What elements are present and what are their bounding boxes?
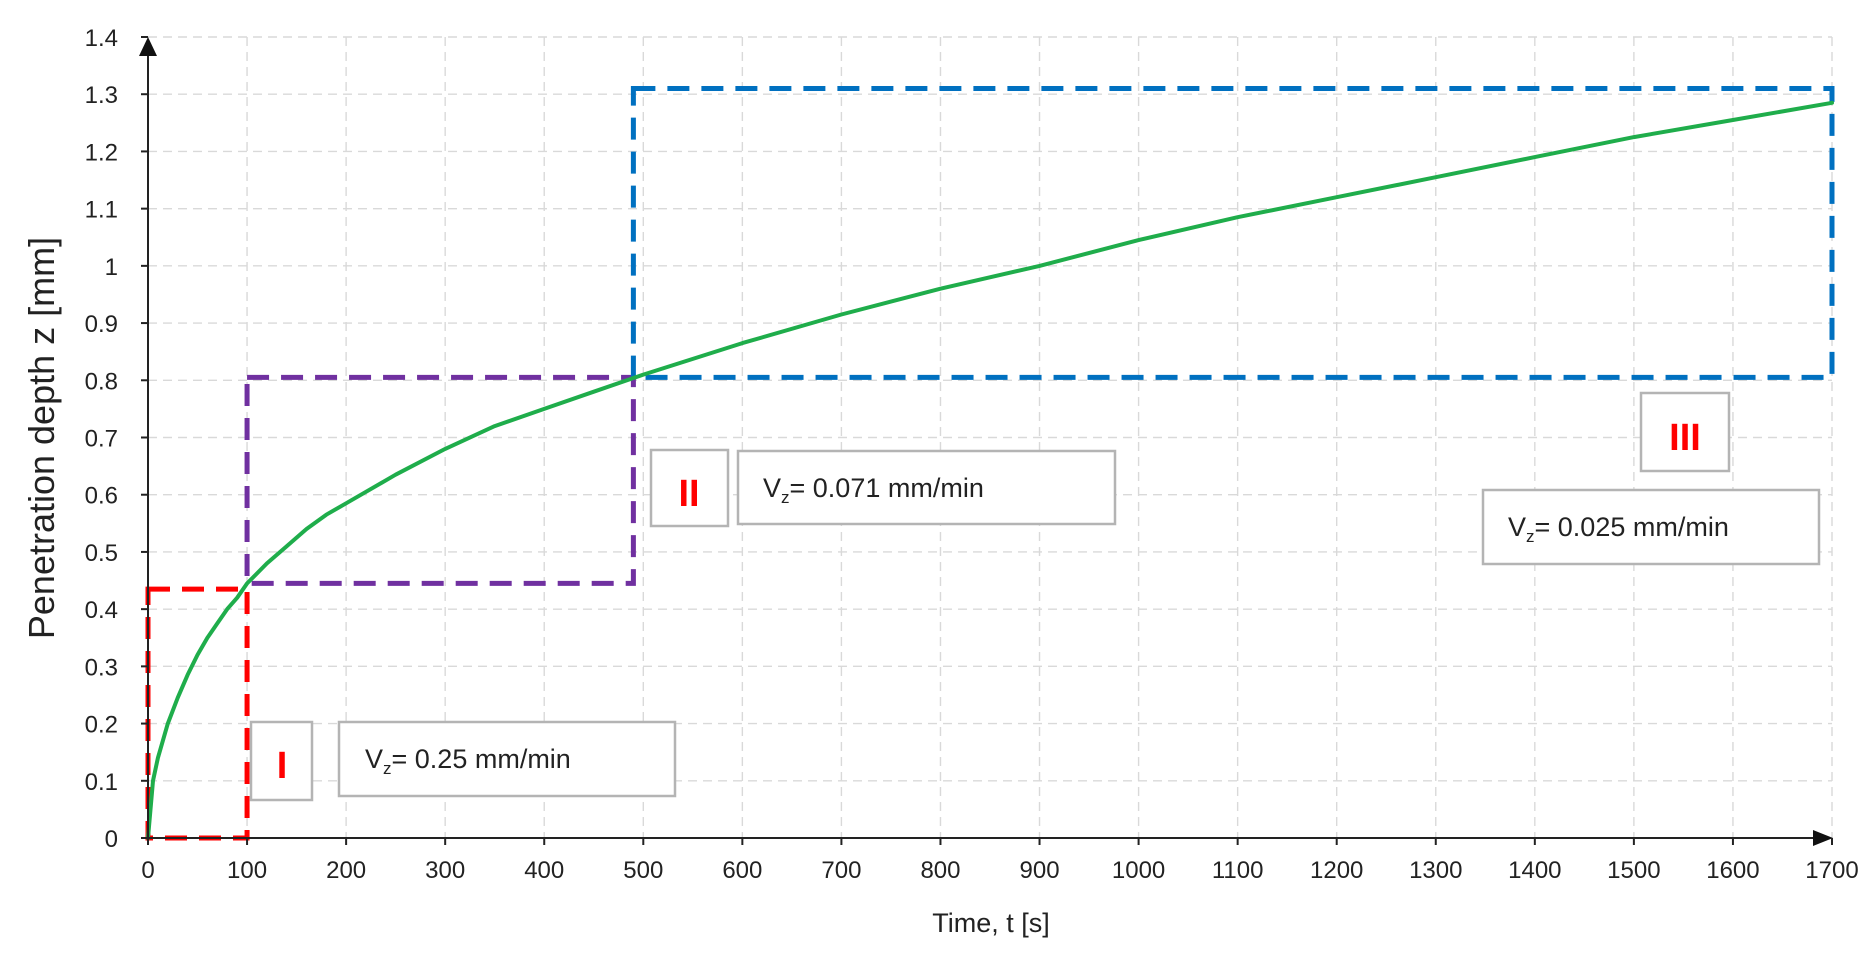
region-box-II <box>244 374 636 586</box>
x-tick-label: 1500 <box>1607 857 1660 884</box>
region-box-III <box>630 85 1835 380</box>
x-tick-label: 900 <box>1020 857 1060 884</box>
y-tick-label: 0.2 <box>85 712 118 739</box>
x-tick-label: 1400 <box>1508 857 1561 884</box>
x-tick-label: 1100 <box>1212 857 1264 884</box>
roman-label-II: II <box>678 473 699 515</box>
y-tick-label: 0.4 <box>85 597 118 624</box>
velocity-label-II: Vz= 0.071 mm/min <box>763 473 984 507</box>
x-tick-label: 200 <box>326 857 366 884</box>
y-axis-title: Penetration depth z [mm] <box>21 237 62 639</box>
axes <box>139 37 1833 846</box>
region-label-III: III <box>1639 391 1731 473</box>
series-line-penetration-depth <box>146 100 1834 840</box>
roman-label-III: III <box>1669 417 1701 459</box>
velocity-box-III: Vz= 0.025 mm/min <box>1481 488 1821 566</box>
x-tick-label: 100 <box>227 857 267 884</box>
y-tick-label: 0 <box>105 826 118 853</box>
x-tick-label: 400 <box>524 857 564 884</box>
series <box>146 100 1834 840</box>
roman-label-I: I <box>277 745 288 787</box>
x-axis-arrow <box>1813 830 1833 846</box>
y-axis-arrow <box>139 37 157 56</box>
y-tick-label: 1 <box>105 254 118 281</box>
y-tick-label: 1.3 <box>85 82 118 109</box>
region-label-I: I <box>249 720 314 802</box>
y-tick-label: 1.4 <box>85 25 118 52</box>
y-tick-label: 0.6 <box>85 483 118 510</box>
region-box-I <box>145 586 250 841</box>
x-tick-label: 700 <box>821 857 861 884</box>
x-tick-label: 500 <box>623 857 663 884</box>
ticks: 0 100 200 300 400 500 600 700 800 900 1000 1100 1200… <box>85 25 1859 884</box>
velocity-box-I: Vz= 0.25 mm/min <box>337 720 677 798</box>
x-tick-label: 300 <box>425 857 465 884</box>
y-tick-label: 1.2 <box>85 139 118 166</box>
grid <box>148 36 1833 838</box>
x-tick-label: 1300 <box>1409 857 1462 884</box>
region-label-II: II <box>649 448 730 528</box>
x-tick-label: 800 <box>920 857 960 884</box>
x-tick-label: 600 <box>722 857 762 884</box>
x-tick-label: 1600 <box>1706 857 1759 884</box>
y-tick-label: 0.3 <box>85 654 118 681</box>
x-tick-label: 1000 <box>1112 857 1165 884</box>
regions <box>145 85 1835 841</box>
velocity-label-III: Vz= 0.025 mm/min <box>1508 512 1729 546</box>
y-tick-label: 0.7 <box>85 426 118 453</box>
velocity-label-I: Vz= 0.25 mm/min <box>365 744 571 778</box>
y-tick-label: 0.9 <box>85 311 118 338</box>
y-tick-label: 1.1 <box>85 197 118 224</box>
y-tick-label: 0.5 <box>85 540 118 567</box>
x-axis-title: Time, t [s] <box>932 908 1050 938</box>
x-tick-label: 1700 <box>1805 857 1858 884</box>
y-tick-label: 0.8 <box>85 368 118 395</box>
x-tick-label: 0 <box>141 857 154 884</box>
y-tick-label: 0.1 <box>85 769 118 796</box>
x-tick-label: 1200 <box>1310 857 1363 884</box>
velocity-box-II: Vz= 0.071 mm/min <box>736 449 1117 526</box>
